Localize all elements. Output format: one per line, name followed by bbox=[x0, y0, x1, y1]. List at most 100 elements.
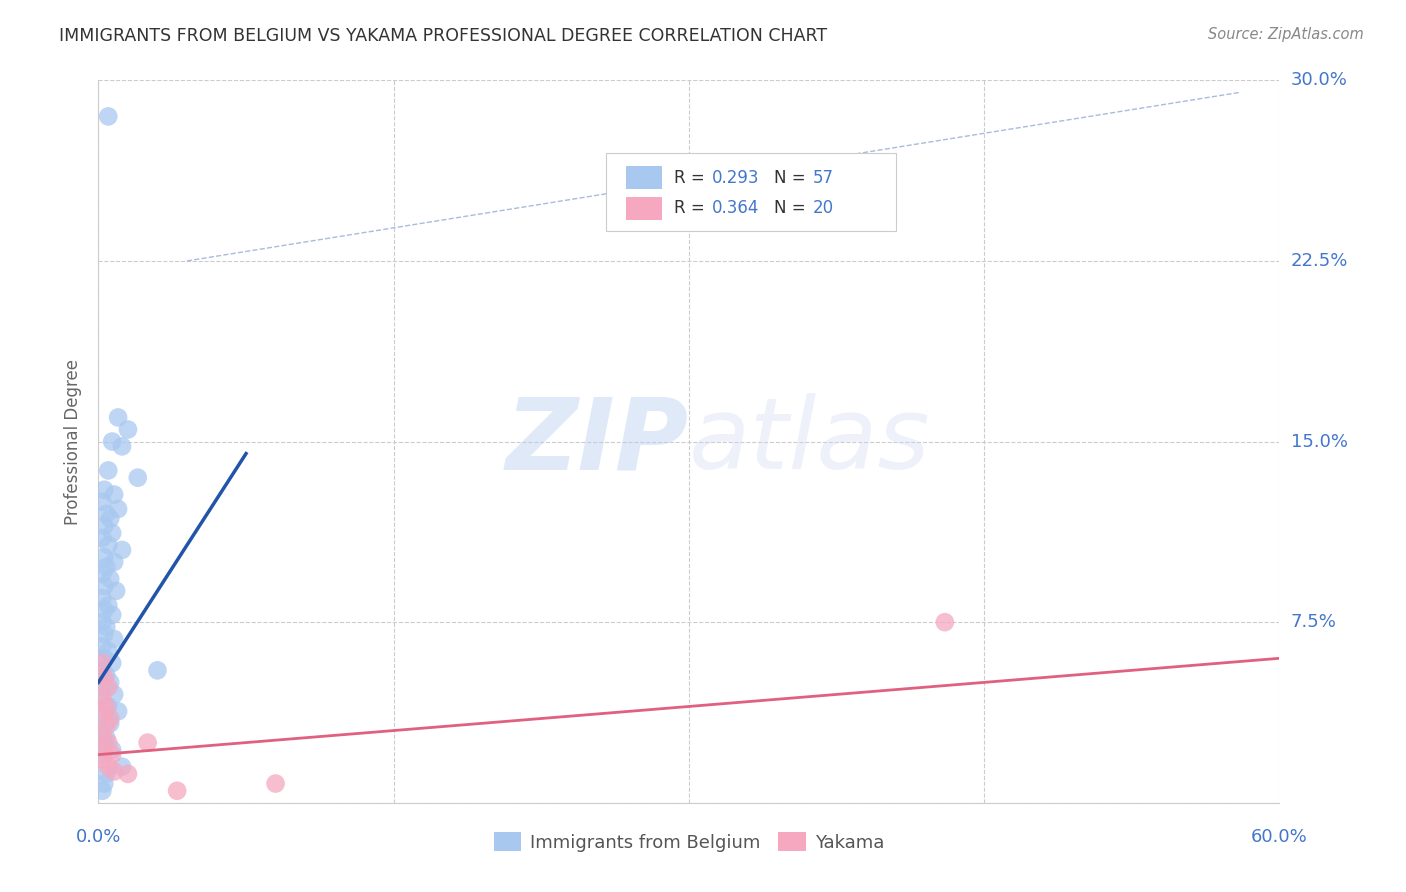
Point bbox=[96, 719, 118, 733]
Point bbox=[107, 704, 129, 718]
Text: R =: R = bbox=[673, 199, 710, 217]
Point bbox=[91, 615, 114, 630]
Point bbox=[91, 747, 114, 762]
Point bbox=[127, 470, 149, 484]
Point bbox=[105, 583, 128, 598]
Point bbox=[934, 615, 956, 630]
Point bbox=[91, 639, 114, 653]
Point bbox=[93, 704, 115, 718]
Text: 0.0%: 0.0% bbox=[76, 828, 121, 846]
Point bbox=[96, 507, 118, 521]
Point bbox=[97, 735, 120, 749]
Point bbox=[93, 627, 115, 641]
Legend: Immigrants from Belgium, Yakama: Immigrants from Belgium, Yakama bbox=[486, 825, 891, 859]
Point bbox=[93, 483, 115, 497]
Point bbox=[101, 656, 124, 670]
Text: 15.0%: 15.0% bbox=[1291, 433, 1347, 450]
Point bbox=[107, 410, 129, 425]
Point bbox=[93, 712, 115, 726]
FancyBboxPatch shape bbox=[606, 153, 896, 230]
Text: 0.293: 0.293 bbox=[711, 169, 759, 186]
Point bbox=[93, 735, 115, 749]
Bar bbox=[626, 196, 662, 219]
Point bbox=[97, 760, 120, 774]
Point bbox=[96, 668, 118, 682]
Point bbox=[98, 675, 121, 690]
Point bbox=[91, 690, 114, 704]
Point bbox=[91, 723, 114, 738]
Point bbox=[264, 776, 287, 790]
Point bbox=[97, 538, 120, 552]
Point bbox=[93, 518, 115, 533]
Text: ZIP: ZIP bbox=[506, 393, 689, 490]
Point bbox=[146, 664, 169, 678]
Point bbox=[98, 712, 121, 726]
Point bbox=[98, 572, 121, 586]
Point bbox=[93, 603, 115, 617]
Point bbox=[98, 511, 121, 525]
Point bbox=[91, 494, 114, 508]
Point bbox=[101, 607, 124, 622]
Point bbox=[101, 526, 124, 541]
Point bbox=[93, 776, 115, 790]
Point bbox=[117, 422, 139, 436]
Point bbox=[93, 743, 115, 757]
Point bbox=[103, 687, 125, 701]
Point bbox=[101, 747, 124, 762]
Point bbox=[97, 109, 120, 123]
Point bbox=[96, 731, 118, 745]
Text: 22.5%: 22.5% bbox=[1291, 252, 1348, 270]
Point bbox=[93, 680, 115, 694]
Point bbox=[103, 764, 125, 779]
Point bbox=[107, 502, 129, 516]
Point bbox=[91, 656, 114, 670]
Bar bbox=[626, 166, 662, 189]
Point bbox=[91, 591, 114, 605]
Text: 60.0%: 60.0% bbox=[1251, 828, 1308, 846]
Point bbox=[96, 559, 118, 574]
Point bbox=[93, 550, 115, 565]
Point bbox=[111, 439, 134, 453]
Text: IMMIGRANTS FROM BELGIUM VS YAKAMA PROFESSIONAL DEGREE CORRELATION CHART: IMMIGRANTS FROM BELGIUM VS YAKAMA PROFES… bbox=[59, 27, 827, 45]
Point bbox=[101, 743, 124, 757]
Point bbox=[93, 579, 115, 593]
Text: 30.0%: 30.0% bbox=[1291, 71, 1347, 89]
Point bbox=[91, 728, 114, 742]
Point bbox=[91, 531, 114, 545]
Text: 0.364: 0.364 bbox=[711, 199, 759, 217]
Y-axis label: Professional Degree: Professional Degree bbox=[65, 359, 83, 524]
Text: atlas: atlas bbox=[689, 393, 931, 490]
Point bbox=[96, 699, 118, 714]
Point bbox=[97, 463, 120, 477]
Point bbox=[91, 784, 114, 798]
Point bbox=[96, 767, 118, 781]
Point bbox=[93, 651, 115, 665]
Point bbox=[166, 784, 188, 798]
Point bbox=[91, 664, 114, 678]
Text: 57: 57 bbox=[813, 169, 834, 186]
Point bbox=[103, 555, 125, 569]
Point bbox=[96, 620, 118, 634]
Point bbox=[91, 752, 114, 766]
Point bbox=[91, 695, 114, 709]
Point bbox=[103, 632, 125, 646]
Point bbox=[97, 699, 120, 714]
Point bbox=[101, 434, 124, 449]
Point bbox=[97, 680, 120, 694]
Point bbox=[103, 487, 125, 501]
Text: 7.5%: 7.5% bbox=[1291, 613, 1337, 632]
Text: R =: R = bbox=[673, 169, 710, 186]
Point bbox=[111, 542, 134, 557]
Text: N =: N = bbox=[773, 169, 811, 186]
Point bbox=[97, 599, 120, 613]
Point bbox=[98, 716, 121, 731]
Point bbox=[117, 767, 139, 781]
Text: N =: N = bbox=[773, 199, 811, 217]
Point bbox=[111, 760, 134, 774]
Point bbox=[93, 671, 115, 685]
Point bbox=[97, 644, 120, 658]
Text: 20: 20 bbox=[813, 199, 834, 217]
Point bbox=[91, 567, 114, 582]
Text: Source: ZipAtlas.com: Source: ZipAtlas.com bbox=[1208, 27, 1364, 42]
Point bbox=[136, 735, 159, 749]
